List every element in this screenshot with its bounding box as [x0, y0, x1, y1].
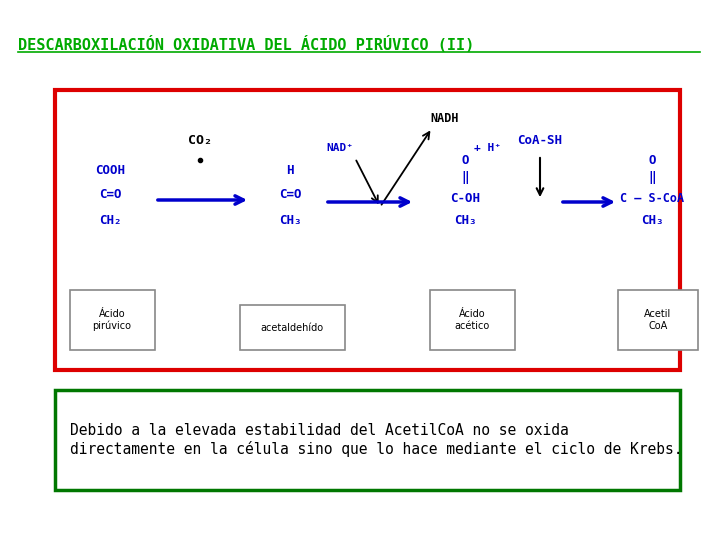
Text: C – S-CoA: C – S-CoA — [620, 192, 684, 205]
Text: ‖: ‖ — [648, 172, 656, 185]
Text: O: O — [648, 153, 656, 166]
Text: + H⁺: + H⁺ — [474, 143, 500, 153]
Text: acetaldehído: acetaldehído — [261, 323, 323, 333]
Text: O: O — [462, 153, 469, 166]
Bar — [55, 390, 680, 490]
Text: H: H — [287, 164, 294, 177]
Text: CH₃: CH₃ — [279, 213, 301, 226]
Text: CO₂: CO₂ — [188, 133, 212, 146]
Bar — [618, 290, 698, 350]
Text: CH₃: CH₃ — [454, 213, 476, 226]
Text: C=O: C=O — [99, 188, 121, 201]
Bar — [240, 305, 345, 350]
Text: CH₃: CH₃ — [641, 213, 663, 226]
Text: NADH: NADH — [431, 111, 459, 125]
Bar — [55, 90, 680, 370]
Text: Ácido
acético: Ácido acético — [454, 309, 490, 331]
Bar — [430, 290, 515, 350]
Text: C=O: C=O — [279, 188, 301, 201]
Text: C-OH: C-OH — [450, 192, 480, 205]
Text: Acetil
CoA: Acetil CoA — [644, 309, 672, 331]
Text: COOH: COOH — [95, 164, 125, 177]
Text: ‖: ‖ — [462, 172, 469, 185]
Text: DESCARBOXILACIÓN OXIDATIVA DEL ÁCIDO PIRÚVICO (II): DESCARBOXILACIÓN OXIDATIVA DEL ÁCIDO PIR… — [18, 37, 474, 53]
Text: CH₂: CH₂ — [99, 213, 121, 226]
Text: CoA-SH: CoA-SH — [518, 133, 562, 146]
Bar — [70, 290, 155, 350]
Text: NAD⁺: NAD⁺ — [326, 143, 354, 153]
Text: Ácido
pirúvico: Ácido pirúvico — [92, 309, 132, 331]
Text: Debido a la elevada estabilidad del AcetilCoA no se oxida
directamente en la cél: Debido a la elevada estabilidad del Acet… — [70, 423, 683, 457]
